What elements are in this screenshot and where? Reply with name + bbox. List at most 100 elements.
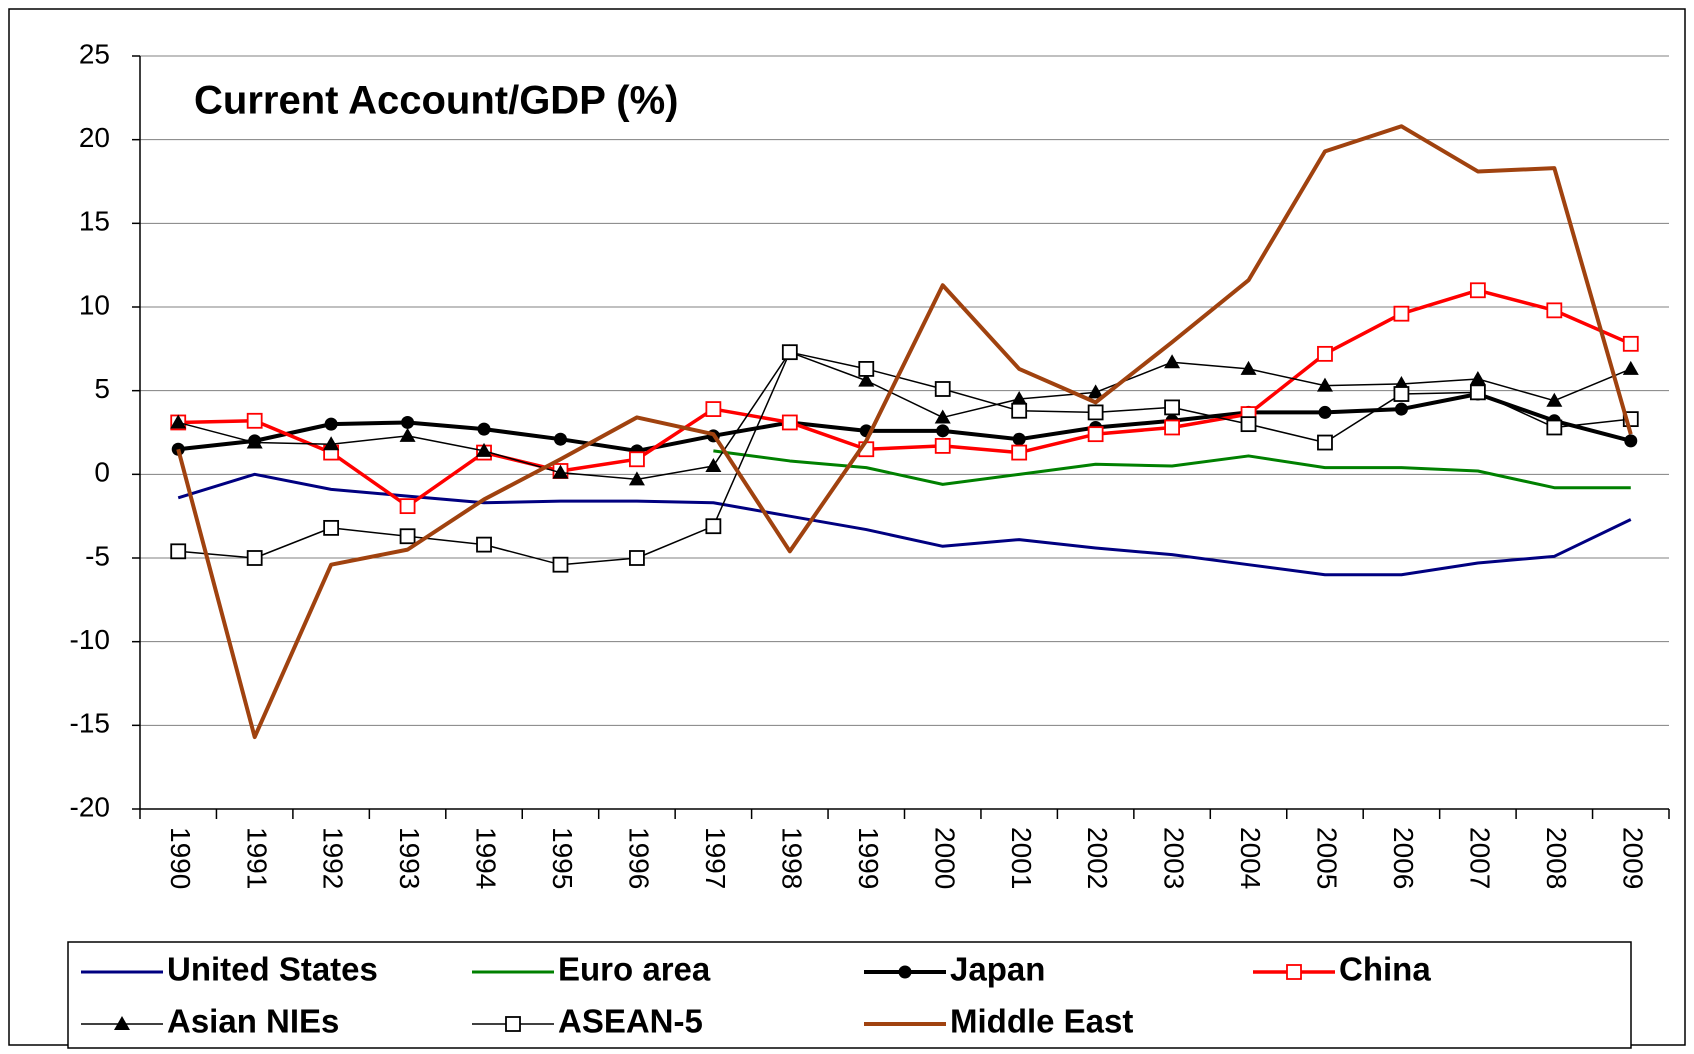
data-point <box>781 344 798 361</box>
data-point <box>552 464 569 479</box>
data-point <box>628 471 645 486</box>
data-point <box>781 414 798 431</box>
data-point <box>1087 426 1104 443</box>
data-point <box>170 543 187 560</box>
y-tick-label: 15 <box>79 206 110 237</box>
data-point <box>323 519 340 536</box>
x-tick-label: 1998 <box>776 827 807 889</box>
data-point <box>1011 402 1028 419</box>
y-tick-label: 25 <box>79 38 110 69</box>
series-line <box>178 351 1631 566</box>
series-line <box>177 472 1632 577</box>
x-tick-label: 1993 <box>394 827 425 889</box>
data-point <box>401 415 415 429</box>
x-tick-label: 2005 <box>1312 827 1343 889</box>
legend-label: Euro area <box>558 951 711 988</box>
x-tick-label: 1994 <box>471 827 502 889</box>
legend-marker <box>114 1016 130 1030</box>
data-point <box>1011 391 1028 406</box>
x-tick-label: 2006 <box>1388 827 1419 889</box>
y-tick-label: -20 <box>70 791 110 822</box>
data-point <box>629 550 645 566</box>
x-tick-label: 2008 <box>1541 827 1572 889</box>
data-point <box>1394 402 1408 416</box>
x-tick-label: 2007 <box>1464 827 1495 889</box>
data-point <box>476 536 492 553</box>
series-line <box>713 449 1631 490</box>
x-tick-label: 2001 <box>1006 827 1037 889</box>
data-point <box>399 427 416 442</box>
y-tick-label: 0 <box>94 457 110 488</box>
legend-label: Middle East <box>950 1003 1133 1040</box>
x-tick-label: 1996 <box>624 827 655 889</box>
data-point <box>1469 282 1486 299</box>
legend-label: Japan <box>950 951 1045 988</box>
x-tick-label: 2004 <box>1235 827 1266 889</box>
series-line <box>178 392 1632 453</box>
series-line <box>178 288 1632 508</box>
data-point <box>705 401 722 417</box>
data-point <box>1317 434 1333 451</box>
data-point <box>1546 302 1563 319</box>
y-tick-label: 5 <box>94 373 110 404</box>
data-point <box>1087 384 1104 399</box>
legend-marker <box>1286 964 1302 980</box>
data-point <box>934 437 951 454</box>
data-point <box>1164 399 1180 416</box>
x-tick-label: 1990 <box>165 827 196 889</box>
legend-label: China <box>1339 951 1431 988</box>
data-point <box>1316 377 1333 392</box>
data-point <box>323 436 340 451</box>
legend-label: United States <box>167 951 378 988</box>
data-point <box>399 528 416 545</box>
data-point <box>1393 305 1410 322</box>
legend-marker <box>898 965 912 979</box>
data-point <box>936 424 950 438</box>
data-point <box>246 434 263 449</box>
y-tick-label: -10 <box>70 624 110 655</box>
data-point <box>705 457 722 472</box>
data-point <box>170 414 187 429</box>
x-tick-label: 2000 <box>929 827 960 889</box>
data-point <box>1393 386 1410 402</box>
data-point <box>399 498 416 515</box>
data-point <box>1012 432 1026 446</box>
data-point <box>858 372 875 387</box>
data-point <box>1011 444 1028 461</box>
y-tick-label: 10 <box>79 289 110 320</box>
x-tick-label: 1992 <box>318 827 349 889</box>
series-line <box>178 351 1632 481</box>
x-tick-label: 2009 <box>1617 827 1648 889</box>
data-point <box>552 556 569 573</box>
x-tick-label: 1999 <box>853 827 884 889</box>
data-point <box>858 361 875 377</box>
data-point <box>246 550 263 566</box>
x-tick-label: 1995 <box>547 827 578 889</box>
data-point <box>246 412 263 429</box>
data-point <box>1240 416 1257 433</box>
legend-label: ASEAN-5 <box>558 1003 703 1040</box>
data-point <box>629 451 645 468</box>
chart-title: Current Account/GDP (%) <box>194 79 678 123</box>
data-point <box>1546 392 1563 407</box>
data-point <box>1317 345 1333 362</box>
data-point <box>1469 384 1486 401</box>
legend-label: Asian NIEs <box>167 1003 339 1040</box>
data-point <box>476 442 493 457</box>
data-point <box>1622 335 1639 352</box>
data-point <box>477 422 491 436</box>
data-point <box>553 432 567 446</box>
data-point <box>1164 419 1180 436</box>
data-point <box>324 417 338 431</box>
data-point <box>1087 404 1104 421</box>
y-tick-label: 20 <box>79 122 110 153</box>
y-tick-label: -5 <box>85 540 110 571</box>
series-line <box>176 124 1633 740</box>
legend-marker <box>505 1016 521 1032</box>
data-point <box>1318 405 1332 419</box>
data-point <box>1546 419 1563 436</box>
legend-box <box>67 941 1632 1049</box>
data-point <box>1624 434 1638 448</box>
x-tick-label: 1997 <box>700 827 731 889</box>
